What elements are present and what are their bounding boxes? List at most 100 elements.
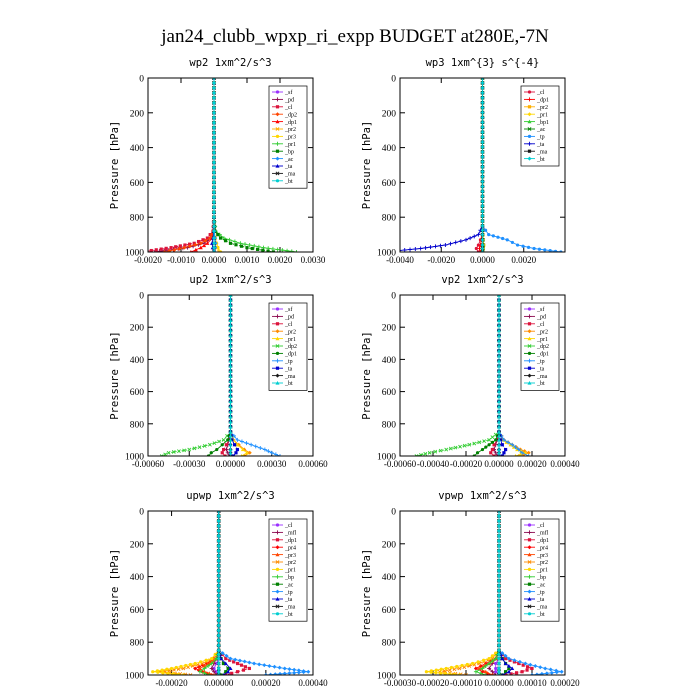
data-point <box>520 450 525 455</box>
y-tick-label: 800 <box>382 639 397 649</box>
legend-marker <box>527 336 532 341</box>
legend-marker <box>275 604 280 609</box>
data-point <box>217 661 221 666</box>
x-tick-label: 0.0030 <box>301 255 326 265</box>
x-tick-label: 0.00020 <box>550 678 580 688</box>
data-point <box>193 247 198 252</box>
legend-entry: _bt <box>272 179 293 185</box>
data-point <box>497 594 501 598</box>
data-point <box>202 444 207 448</box>
data-point <box>262 447 267 452</box>
legend-label: _dp1 <box>284 120 297 126</box>
data-point <box>497 409 501 414</box>
data-point <box>480 145 485 150</box>
legend-marker <box>275 179 280 183</box>
legend-marker <box>275 552 280 557</box>
legend-entry: _pr3 <box>272 135 296 141</box>
y-tick-label: 600 <box>382 388 397 398</box>
data-point <box>212 146 216 150</box>
data-point <box>217 544 221 548</box>
data-point <box>178 244 182 248</box>
series-line <box>212 78 216 252</box>
data-point <box>418 246 423 251</box>
data-point <box>494 666 498 671</box>
legend-label: _ta <box>284 164 293 170</box>
data-point <box>228 328 233 333</box>
y-tick-label: 0 <box>139 292 144 302</box>
data-point <box>233 443 237 447</box>
data-point <box>439 667 443 671</box>
legend-entry: _mfl <box>524 530 549 537</box>
legend-label: _ta <box>284 597 293 603</box>
data-point <box>521 663 525 667</box>
legend-marker <box>527 381 532 385</box>
legend-label: _dp1 <box>536 538 549 544</box>
data-point <box>292 670 297 675</box>
data-point <box>261 248 265 252</box>
data-point <box>226 438 230 442</box>
data-point <box>497 638 501 643</box>
data-point <box>434 671 438 675</box>
x-tick-label: 0.00010 <box>517 678 547 688</box>
data-point <box>228 414 233 419</box>
data-point <box>423 245 428 250</box>
data-point <box>506 663 511 668</box>
legend-entry: _cl <box>524 90 545 96</box>
data-point <box>480 204 485 209</box>
x-tick-label: -0.0040 <box>386 255 414 265</box>
x-tick-label: 0.00000 <box>484 459 514 469</box>
data-point <box>477 440 482 445</box>
legend-label: _cl <box>536 90 545 96</box>
legend-marker <box>275 149 280 153</box>
legend-entry: _bp1 <box>524 119 549 126</box>
data-point <box>244 441 249 446</box>
data-point <box>217 623 221 628</box>
data-point <box>480 149 485 154</box>
data-point <box>553 249 558 252</box>
data-point <box>497 670 501 674</box>
data-point <box>484 445 488 449</box>
data-point <box>228 450 233 455</box>
data-point <box>217 539 221 543</box>
legend-label: _ma <box>284 605 296 611</box>
data-point <box>480 105 485 110</box>
x-tick-label: 0.00000 <box>216 459 246 469</box>
data-point <box>543 248 547 252</box>
legend-entry: _tp <box>272 589 293 596</box>
data-point <box>510 240 515 245</box>
legend-marker <box>527 523 532 527</box>
data-point <box>497 608 501 613</box>
legend-marker <box>275 112 280 117</box>
data-point <box>223 454 227 456</box>
data-point <box>228 363 233 368</box>
x-tick-label: 0.0010 <box>235 255 260 265</box>
data-point <box>503 653 508 658</box>
data-point <box>182 245 187 250</box>
data-point <box>487 657 491 661</box>
data-point <box>497 369 501 373</box>
data-point <box>497 524 501 528</box>
legend-entry: _pd <box>272 97 294 104</box>
x-tick-label: -0.00040 <box>417 459 450 469</box>
data-point <box>497 374 501 378</box>
data-point <box>480 666 485 671</box>
data-point <box>209 451 213 455</box>
data-point <box>443 671 447 675</box>
legend-label: _dp2 <box>284 344 297 350</box>
y-tick-label: 1000 <box>125 453 144 463</box>
x-tick-label: -0.00060 <box>384 459 417 469</box>
data-point <box>228 318 233 322</box>
data-point <box>192 446 197 451</box>
legend-entry: _cl <box>272 523 293 529</box>
x-tick-label: -0.00010 <box>450 678 483 688</box>
data-point <box>548 667 553 672</box>
legend-label: _ma <box>536 149 548 155</box>
data-point <box>497 338 501 343</box>
data-point <box>247 666 251 671</box>
data-point <box>209 661 214 666</box>
legend-entry: _pd <box>272 314 294 321</box>
figure-title: jan24_clubb_wpxp_ri_expp BUDGET at280E,-… <box>160 26 549 47</box>
legend-marker <box>275 358 280 363</box>
legend-marker <box>527 373 532 378</box>
data-point <box>174 245 178 249</box>
